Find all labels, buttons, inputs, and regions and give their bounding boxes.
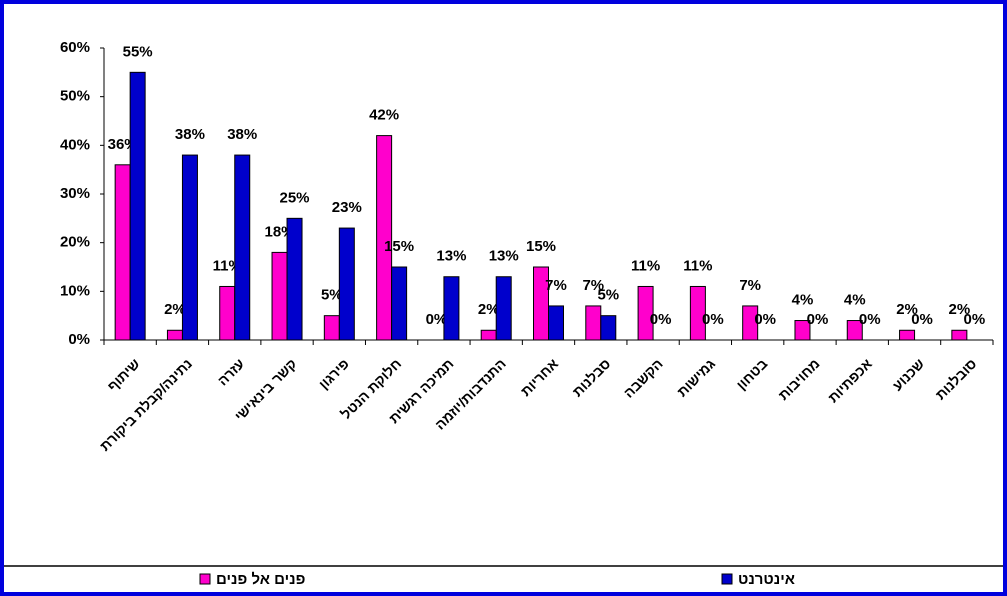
data-label: 13%	[436, 248, 466, 265]
data-label: 0%	[650, 311, 672, 328]
data-label: 0%	[702, 311, 724, 328]
bar	[443, 276, 460, 341]
bar	[600, 315, 617, 341]
data-label: 4%	[844, 292, 866, 309]
bar	[548, 305, 564, 341]
data-label: 5%	[321, 287, 343, 304]
bar	[794, 320, 811, 341]
data-label: 0%	[807, 311, 829, 328]
y-tick-label: 10%	[60, 282, 90, 299]
bar	[114, 164, 131, 341]
y-tick-label: 0%	[68, 331, 90, 348]
bar	[899, 329, 916, 341]
bar	[181, 154, 198, 341]
data-label: 13%	[489, 248, 519, 265]
bar	[323, 315, 340, 341]
data-label: 2%	[896, 301, 918, 318]
bar	[391, 266, 408, 341]
bar	[742, 305, 759, 341]
bar	[533, 266, 549, 341]
bar	[689, 285, 706, 341]
data-label: 38%	[227, 126, 257, 143]
data-label: 7%	[582, 277, 604, 294]
legend-label: פנים אל פנים	[216, 571, 305, 588]
data-label: 0%	[859, 311, 881, 328]
data-label: 15%	[384, 238, 414, 255]
bar	[585, 305, 602, 341]
data-label: 5%	[597, 287, 619, 304]
bar	[495, 276, 512, 341]
data-label: 0%	[754, 311, 776, 328]
legend-swatch	[199, 573, 211, 585]
data-label: 2%	[949, 301, 971, 318]
data-label: 0%	[911, 311, 933, 328]
data-label: 11%	[631, 257, 660, 274]
y-tick-label: 40%	[60, 136, 90, 153]
legend-label: אינטרנט	[738, 571, 795, 588]
data-label: 2%	[478, 301, 500, 318]
data-label: 7%	[545, 277, 567, 294]
y-tick-label: 60%	[60, 39, 90, 56]
bar	[219, 285, 236, 341]
bar	[234, 154, 251, 341]
data-label: 23%	[332, 199, 362, 216]
legend-swatch	[721, 573, 733, 585]
bar	[376, 135, 393, 341]
bar	[480, 329, 497, 341]
data-label: 55%	[123, 43, 153, 60]
bar	[338, 227, 355, 341]
y-tick-label: 30%	[60, 185, 90, 202]
data-label: 11%	[683, 257, 712, 274]
data-label: 7%	[739, 277, 761, 294]
y-tick-label: 20%	[60, 234, 90, 251]
bar	[129, 71, 146, 341]
bar	[637, 285, 654, 341]
data-label: 4%	[792, 292, 814, 309]
data-label: 25%	[280, 189, 310, 206]
bar	[166, 329, 183, 341]
data-label: 38%	[175, 126, 205, 143]
data-label: 0%	[964, 311, 986, 328]
y-tick-label: 50%	[60, 88, 90, 105]
data-label: 15%	[526, 238, 556, 255]
bar	[271, 251, 288, 341]
bar	[286, 217, 303, 341]
data-label: 42%	[369, 107, 399, 124]
data-label: 2%	[164, 301, 186, 318]
bar	[951, 329, 968, 341]
data-label: 0%	[426, 311, 448, 328]
bar	[846, 320, 863, 341]
